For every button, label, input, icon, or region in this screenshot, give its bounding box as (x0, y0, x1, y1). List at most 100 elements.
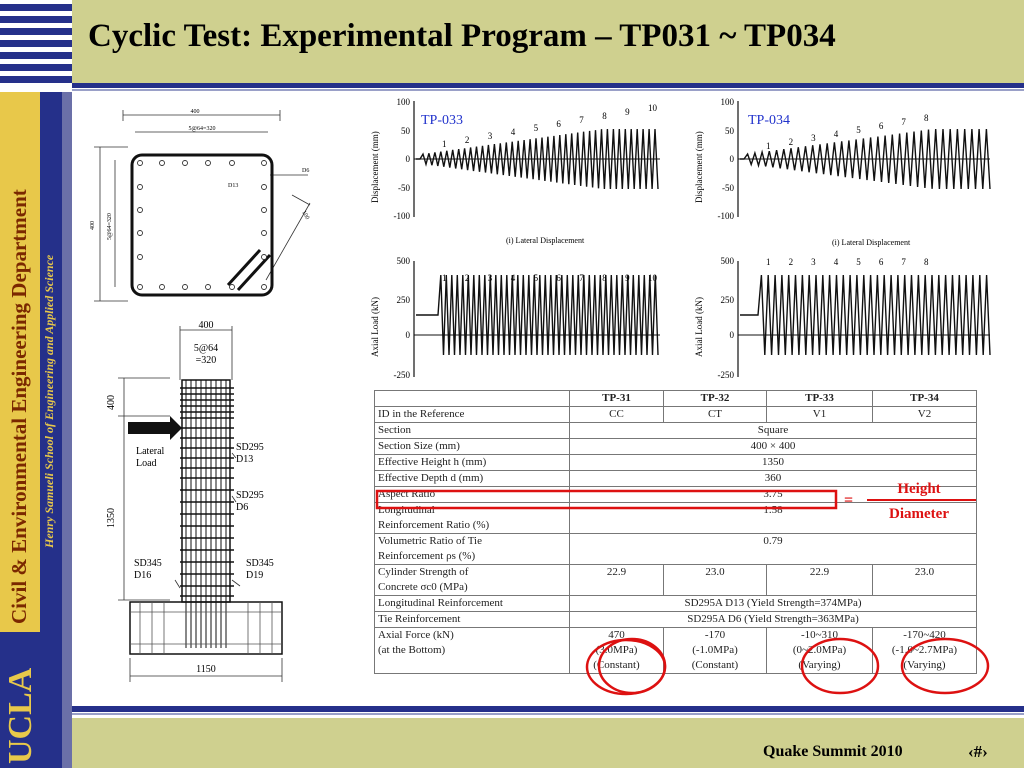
ucla-logo: UCLA (2, 667, 39, 764)
column-elevation-drawing: 400 5@64 =320 400 1350 1150 Lateral Load… (106, 320, 283, 682)
tp033-axial-chart: 500 250 0 -250 Axial Load (kN) 1 2 3 4 5 6 7 8 9… (370, 256, 660, 380)
svg-text:50: 50 (401, 126, 411, 136)
footer-event: Quake Summit 2010 (763, 743, 903, 760)
svg-text:100: 100 (300, 210, 310, 221)
svg-text:-50: -50 (722, 183, 734, 193)
svg-text:=320: =320 (196, 355, 217, 366)
cycle-label: 10 (648, 103, 658, 113)
svg-text:0: 0 (406, 330, 411, 340)
svg-text:100: 100 (721, 97, 735, 107)
loading-history-charts: 100 50 0 -50 -100 Displacement (mm) TP-0… (370, 97, 991, 380)
svg-text:5@64=320: 5@64=320 (107, 213, 113, 240)
svg-text:400: 400 (106, 395, 117, 410)
svg-text:-100: -100 (394, 211, 411, 221)
svg-text:D13: D13 (228, 183, 238, 189)
cycle-label: 6 (879, 121, 884, 131)
svg-text:-250: -250 (394, 370, 411, 380)
col-tp32: TP-32 (663, 390, 767, 407)
svg-text:Lateral: Lateral (136, 446, 165, 457)
svg-text:500: 500 (397, 256, 411, 266)
svg-text:400: 400 (191, 109, 200, 115)
svg-text:0: 0 (406, 154, 411, 164)
cycle-label: 5 (534, 123, 539, 133)
cycle-label: 5 (534, 273, 539, 283)
svg-text:400: 400 (90, 221, 96, 230)
cycle-label: 2 (465, 273, 470, 283)
cycle-label: 9 (625, 107, 630, 117)
cycle-label: 5 (856, 125, 861, 135)
tp34-axial-highlight (900, 637, 990, 695)
cycle-label: 9 (625, 273, 630, 283)
school-name: Henry Samueli School of Engineering and … (42, 254, 56, 548)
specimen-table: TP-31 TP-32 TP-33 TP-34 ID in the Refere… (374, 390, 977, 674)
svg-text:5@64=320: 5@64=320 (189, 126, 216, 132)
height-label: Height (897, 481, 940, 497)
ucla-banner (0, 632, 40, 768)
cycle-label: 8 (924, 257, 929, 267)
footer-bar (72, 718, 1024, 768)
cross-section-drawing: 400 5@64=320 D13 D6 400 5@64=320 100 (90, 109, 311, 302)
tp33-axial-highlight (800, 637, 880, 695)
slide-title: Cyclic Test: Experimental Program – TP03… (88, 18, 836, 54)
cycle-label: 4 (834, 129, 839, 139)
header-divider (72, 83, 1024, 88)
cycle-label: 3 (811, 257, 816, 267)
svg-text:250: 250 (721, 295, 735, 305)
svg-text:400: 400 (199, 320, 214, 331)
svg-text:0: 0 (730, 330, 735, 340)
col-tp33: TP-33 (766, 390, 873, 407)
svg-text:D6: D6 (302, 168, 309, 174)
cycle-label: 2 (465, 135, 470, 145)
svg-text:-100: -100 (718, 211, 735, 221)
table-row: ID in the Reference CC CT V1 V2 (374, 406, 977, 423)
aspect-ratio-highlight (375, 489, 838, 510)
svg-text:5@64: 5@64 (194, 343, 218, 354)
cycle-label: 6 (556, 119, 561, 129)
cycle-label: 7 (579, 115, 584, 125)
cycle-label: 1 (766, 141, 771, 151)
diameter-label: Diameter (889, 506, 949, 522)
table-row: Volumetric Ratio of Tie Reinforcement ρs … (374, 533, 977, 565)
table-row: Effective Height h (mm) 1350 (374, 454, 977, 471)
cycle-label: 3 (488, 273, 493, 283)
cycle-label: 2 (789, 137, 794, 147)
col-tp31: TP-31 (569, 390, 664, 407)
cycle-label: 3 (811, 133, 816, 143)
cycle-label: 1 (766, 257, 771, 267)
svg-text:1150: 1150 (196, 664, 216, 675)
svg-text:SD295: SD295 (236, 442, 264, 453)
tp034-displacement-chart: 100 50 0 -50 -100 Displacement (mm) TP-0… (694, 97, 991, 247)
cycle-label: 8 (602, 111, 607, 121)
cycle-label: 5 (856, 257, 861, 267)
svg-text:50: 50 (725, 126, 735, 136)
cycle-label: 4 (511, 273, 516, 283)
table-header-row: TP-31 TP-32 TP-33 TP-34 (374, 390, 977, 407)
logo-stripes (0, 0, 72, 90)
cycle-label: 8 (924, 113, 929, 123)
tp31-axial-highlight (585, 638, 667, 696)
svg-text:500: 500 (721, 256, 735, 266)
svg-text:-250: -250 (718, 370, 735, 380)
col-tp34: TP-34 (872, 390, 977, 407)
cycle-label: 6 (879, 257, 884, 267)
svg-text:Displacement (mm): Displacement (mm) (694, 131, 704, 203)
svg-text:(i) Lateral Displacement: (i) Lateral Displacement (506, 236, 585, 245)
svg-text:Load: Load (136, 458, 157, 469)
svg-text:-50: -50 (398, 183, 410, 193)
table-highlights: = Height Diameter (375, 481, 990, 695)
svg-text:TP-034: TP-034 (748, 113, 790, 128)
svg-text:Axial Load (kN): Axial Load (kN) (370, 297, 380, 357)
department-name: Civil & Environmental Engineering Depart… (7, 189, 31, 624)
svg-text:SD345: SD345 (246, 558, 274, 569)
cycle-label: 7 (901, 117, 906, 127)
footer-divider (72, 706, 1024, 712)
cycle-label: 8 (602, 273, 607, 283)
cycle-label: 3 (488, 131, 493, 141)
svg-text:TP-033: TP-033 (421, 113, 463, 128)
page-number: ‹#› (968, 742, 988, 761)
svg-text:(i) Lateral Displacement: (i) Lateral Displacement (832, 238, 911, 247)
table-row: Section Square (374, 422, 977, 439)
svg-text:D19: D19 (246, 570, 263, 581)
cycle-label: 1 (442, 273, 447, 283)
svg-text:D6: D6 (236, 502, 248, 513)
